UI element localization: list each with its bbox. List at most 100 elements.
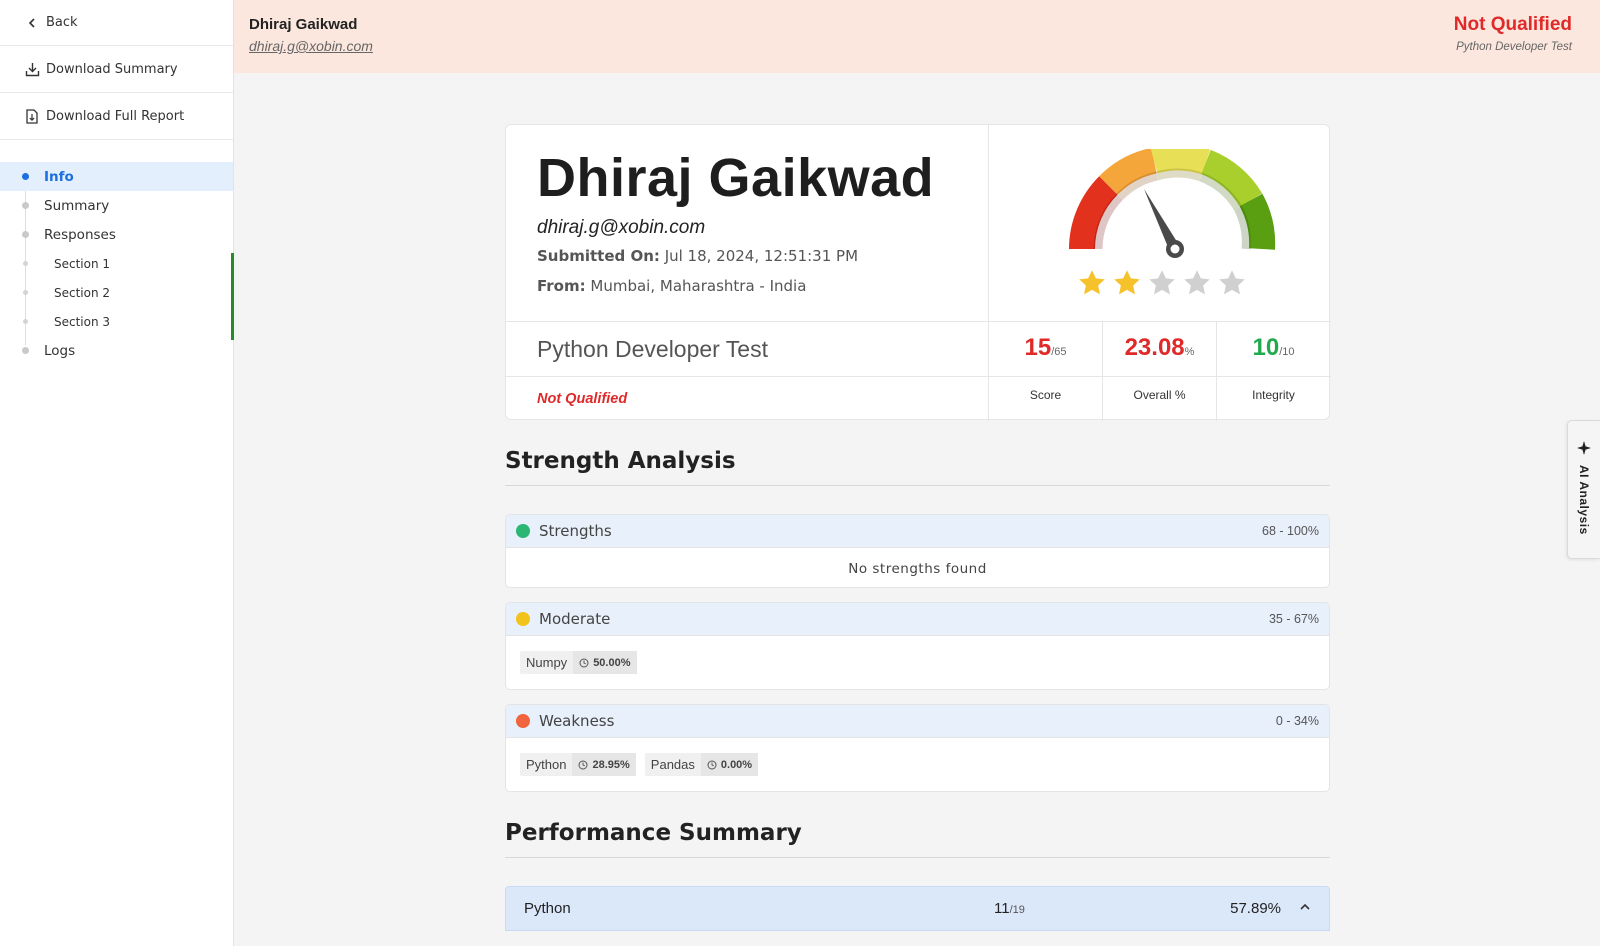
moderate-header[interactable]: Moderate 35 - 67% — [506, 603, 1329, 636]
score-max: /65 — [1051, 346, 1067, 358]
moderate-range: 35 - 67% — [1268, 612, 1319, 626]
header-email[interactable]: dhiraj.g@xobin.com — [249, 38, 373, 54]
clock-icon — [707, 760, 717, 769]
performance-percent: 57.89% — [1230, 900, 1281, 917]
sidebar-item-responses[interactable]: Responses — [0, 220, 233, 249]
integrity-value: 10 — [1252, 334, 1280, 361]
performance-row-python[interactable]: Python 11/19 57.89% — [505, 886, 1330, 931]
test-title: Python Developer Test — [537, 336, 768, 362]
card-row-divider — [506, 376, 1331, 377]
candidate-header: Dhiraj Gaikwad dhiraj.g@xobin.com Not Qu… — [234, 0, 1600, 73]
nav-line — [25, 170, 26, 345]
sidebar-item-info[interactable]: Info — [0, 162, 233, 191]
header-test-name: Python Developer Test — [1456, 41, 1572, 53]
strengths-header[interactable]: Strengths 68 - 100% — [506, 515, 1329, 548]
star-empty-icon — [1219, 270, 1245, 295]
score-stat: 15/65 Score — [988, 321, 1102, 421]
sparkle-icon — [1577, 441, 1591, 455]
file-download-icon — [24, 108, 40, 124]
candidate-card: Dhiraj Gaikwad dhiraj.g@xobin.com Submit… — [505, 124, 1331, 421]
weakness-header[interactable]: Weakness 0 - 34% — [506, 705, 1329, 738]
strength-analysis-title: Strength Analysis — [505, 448, 736, 474]
skill-chip: Numpy 50.00% — [520, 651, 637, 674]
sidebar-item-section-1[interactable]: Section 1 — [0, 249, 233, 278]
card-divider — [988, 125, 989, 421]
sidebar-item-summary[interactable]: Summary — [0, 191, 233, 220]
sidebar-nav: Info Summary Responses Section 1 Section… — [0, 162, 233, 365]
overall-unit: % — [1184, 346, 1195, 358]
strengths-title: Strengths — [539, 522, 612, 540]
chevron-left-icon — [24, 15, 40, 31]
strengths-empty: No strengths found — [848, 561, 987, 577]
nav-label: Section 2 — [54, 285, 111, 300]
skill-percent: 0.00% — [700, 753, 759, 776]
star-empty-icon — [1184, 270, 1210, 295]
chevron-up-icon[interactable] — [1299, 901, 1311, 913]
strengths-panel: Strengths 68 - 100% No strengths found — [505, 514, 1330, 588]
from-value: Mumbai, Maharashtra - India — [590, 277, 807, 295]
ai-analysis-label: AI Analysis — [1577, 465, 1591, 535]
sidebar: Back Download Summary Download Full Repo… — [0, 0, 234, 946]
skill-percent-value: 0.00% — [720, 758, 753, 771]
sidebar-item-section-2[interactable]: Section 2 — [0, 278, 233, 307]
nav-dot — [23, 261, 28, 266]
weakness-title: Weakness — [539, 712, 615, 730]
clock-icon — [578, 760, 588, 769]
skill-name: Python — [526, 757, 567, 772]
header-status: Not Qualified — [1453, 14, 1572, 35]
nav-dot — [23, 290, 28, 295]
download-summary-button[interactable]: Download Summary — [0, 46, 233, 93]
star-empty-icon — [1149, 270, 1175, 295]
download-icon — [24, 61, 40, 77]
download-full-report-button[interactable]: Download Full Report — [0, 93, 233, 140]
submitted-label: Submitted On: — [537, 247, 660, 265]
moderate-title: Moderate — [539, 610, 611, 628]
skill-chip: Pandas 0.00% — [644, 753, 759, 776]
nav-label: Summary — [44, 197, 110, 214]
back-label: Back — [46, 15, 78, 30]
weakness-panel: Weakness 0 - 34% Python 28.95% Pandas 0.… — [505, 704, 1330, 792]
nav-label: Logs — [44, 342, 76, 359]
from-label: From: — [537, 277, 586, 295]
card-row-divider — [506, 321, 1331, 322]
integrity-max: /10 — [1279, 346, 1295, 358]
section-divider — [505, 485, 1330, 486]
strengths-range: 68 - 100% — [1262, 524, 1319, 538]
header-name: Dhiraj Gaikwad — [249, 16, 358, 33]
location: From: Mumbai, Maharashtra - India — [537, 277, 806, 295]
nav-dot — [22, 231, 29, 238]
sad-face-icon — [516, 714, 530, 728]
skill-percent-value: 50.00% — [593, 656, 631, 669]
integrity-caption: Integrity — [1252, 388, 1295, 402]
nav-dot — [23, 319, 28, 324]
sidebar-item-logs[interactable]: Logs — [0, 336, 233, 365]
candidate-name: Dhiraj Gaikwad — [537, 148, 935, 208]
nav-dot — [22, 202, 29, 209]
overall-caption: Overall % — [1133, 388, 1186, 402]
nav-dot — [22, 173, 29, 180]
integrity-stat: 10/10 Integrity — [1216, 321, 1330, 421]
nav-label: Responses — [44, 226, 116, 243]
star-filled-icon — [1079, 270, 1105, 295]
candidate-email: dhiraj.g@xobin.com — [537, 217, 706, 238]
skill-name: Numpy — [526, 655, 568, 670]
score-caption: Score — [1029, 388, 1062, 402]
performance-skill-name: Python — [524, 900, 571, 917]
submitted-on: Submitted On: Jul 18, 2024, 12:51:31 PM — [537, 247, 858, 265]
overall-stat: 23.08% Overall % — [1102, 321, 1216, 421]
ai-analysis-tab[interactable]: AI Analysis — [1567, 420, 1600, 559]
weakness-range: 0 - 34% — [1275, 714, 1319, 728]
skill-chip: Python 28.95% — [520, 753, 636, 776]
nav-label: Section 3 — [54, 314, 111, 329]
moderate-panel: Moderate 35 - 67% Numpy 50.00% — [505, 602, 1330, 690]
performance-score: 11/19 — [994, 900, 1025, 917]
star-filled-icon — [1114, 270, 1140, 295]
gauge-icon — [1069, 149, 1276, 258]
star-rating — [1077, 268, 1247, 298]
back-button[interactable]: Back — [0, 0, 233, 46]
neutral-face-icon — [516, 612, 530, 626]
skill-percent: 50.00% — [573, 651, 637, 674]
sidebar-item-section-3[interactable]: Section 3 — [0, 307, 233, 336]
performance-score-max: /19 — [1009, 904, 1025, 916]
submitted-value: Jul 18, 2024, 12:51:31 PM — [664, 247, 859, 265]
